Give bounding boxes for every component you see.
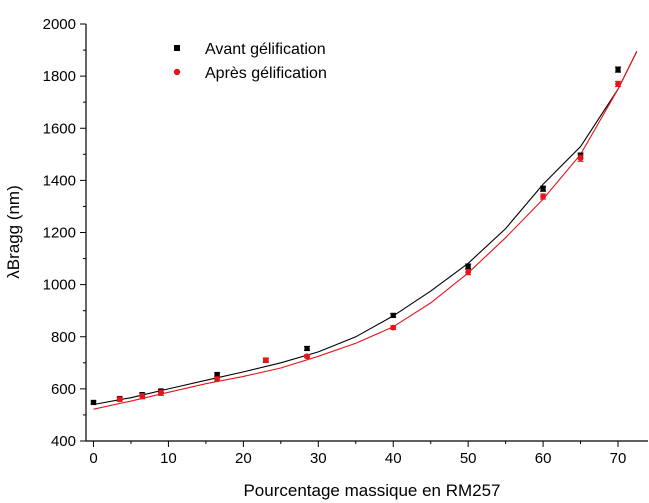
marker-square [465,263,471,269]
data-point-series-2 [577,154,584,162]
marker-square [214,371,220,378]
x-axis-label: Pourcentage massique en RM257 [243,481,500,500]
data-point-series-1 [390,312,397,318]
marker-circle [158,389,164,396]
marker-circle [304,353,310,360]
fit-lines [93,51,638,410]
data-point-series-1 [90,399,97,406]
marker-circle [214,376,221,382]
marker-circle [390,324,397,331]
data-point-series-2 [262,357,269,364]
y-tick-label: 1600 [43,120,76,137]
axes: 0 10 20 30 40 50 60 70 400 600 800 1000 1200 1400 1600… [43,16,627,467]
x-tick-label: 70 [610,450,627,467]
y-tick-label: 400 [51,433,76,450]
fit-line-series-1 [93,51,638,406]
legend-marker-square [174,45,180,51]
marker-circle [116,396,123,403]
data-point-series-2 [390,324,397,331]
legend-label-series-2: Après gélification [205,65,327,82]
legend-label-series-1: Avant gélification [205,41,326,58]
y-tick-label: 2000 [43,16,76,33]
x-tick-label: 60 [535,450,552,467]
data-point-series-2 [214,376,221,382]
data-point-series-2 [540,193,547,200]
data-point-series-2 [116,396,123,403]
y-tick-label: 1000 [43,277,76,294]
data-point-series-1 [465,263,472,270]
marker-circle [262,357,269,364]
x-tick-label: 50 [460,450,477,467]
data-point-series-2 [139,393,146,400]
x-tick-label: 0 [89,450,97,467]
marker-square [90,399,97,406]
x-tick-label: 40 [385,450,402,467]
marker-circle [465,269,472,276]
marker-circle [540,193,546,200]
y-tick-label: 1400 [43,172,76,189]
y-tick-label: 800 [51,329,76,346]
data-point-series-2 [157,389,164,396]
data-point-series-1 [615,66,622,73]
marker-circle [577,155,584,162]
y-tick-label: 1200 [43,225,76,242]
fit-line-series-2 [93,51,638,410]
plot-frame [85,24,648,442]
x-tick-label: 30 [310,450,327,467]
y-axis-label: λBragg (nm) [4,185,23,279]
data-point-series-1 [540,185,547,192]
marker-circle [139,393,146,400]
y-tick-label: 600 [51,381,76,398]
y-tick-label: 1800 [43,68,76,85]
legend-marker-circle [173,68,181,76]
data-point-series-2 [304,353,311,360]
legend: Avant gélification Après gélification [173,41,327,82]
x-tick-label: 10 [160,450,177,467]
marker-square [304,345,310,352]
marker-square [615,67,621,73]
data-point-series-2 [465,269,472,276]
marker-square [390,312,396,318]
data-point-series-1 [304,345,311,352]
x-tick-label: 20 [235,450,252,467]
marker-square [540,186,546,192]
data-points [90,66,622,406]
data-point-series-2 [615,80,622,88]
marker-circle [615,81,621,87]
